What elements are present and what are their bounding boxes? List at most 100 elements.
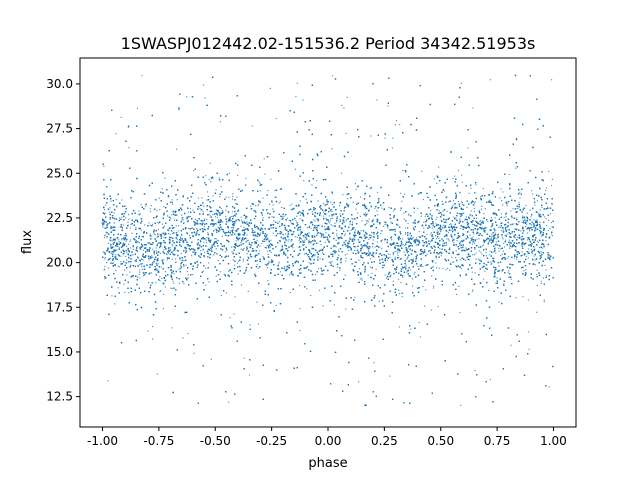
data-point [251, 231, 253, 233]
data-point [322, 252, 324, 254]
data-point [257, 205, 259, 207]
data-point [286, 266, 288, 268]
data-point [399, 250, 401, 252]
data-point [525, 216, 527, 218]
data-point [455, 257, 457, 259]
data-point [363, 234, 365, 236]
data-point [315, 274, 317, 276]
data-point [130, 264, 132, 266]
data-point [387, 105, 389, 107]
data-point [152, 248, 154, 250]
data-point [407, 237, 409, 239]
data-point [331, 215, 333, 217]
data-point [152, 325, 154, 328]
data-point [281, 216, 283, 218]
data-point [186, 271, 188, 273]
data-point [215, 212, 217, 214]
data-point [245, 271, 247, 273]
data-point [540, 215, 543, 217]
data-point [545, 224, 548, 227]
data-point [431, 232, 433, 234]
data-point [471, 243, 473, 245]
data-point [141, 263, 144, 265]
data-point [269, 203, 271, 205]
data-point [423, 227, 425, 229]
data-point [120, 255, 122, 257]
data-point [254, 210, 256, 212]
data-point [170, 249, 172, 251]
data-point [243, 357, 245, 359]
data-point [224, 275, 227, 277]
data-point [536, 200, 538, 202]
data-point [345, 257, 347, 259]
data-point [335, 229, 338, 232]
data-point [474, 201, 476, 203]
data-point [521, 245, 523, 247]
data-point [258, 181, 260, 183]
data-point [310, 294, 312, 297]
data-point [208, 213, 210, 215]
data-point [338, 250, 340, 253]
data-point [206, 191, 209, 193]
data-point [338, 226, 340, 228]
data-point [527, 331, 530, 333]
data-point [300, 226, 302, 228]
data-point [364, 267, 366, 269]
data-point [216, 253, 218, 255]
data-point [349, 221, 351, 223]
data-point [545, 189, 547, 191]
data-point [150, 205, 152, 207]
data-point [140, 248, 142, 250]
data-point [197, 197, 199, 199]
data-point [322, 215, 325, 217]
data-point [311, 222, 313, 224]
data-point [264, 263, 266, 265]
data-point [243, 226, 245, 229]
data-point [269, 87, 271, 89]
data-point [328, 222, 330, 224]
data-point [447, 231, 450, 234]
data-point [270, 239, 272, 241]
data-point [310, 242, 312, 244]
data-point [314, 220, 316, 222]
data-point [121, 199, 123, 201]
data-point [380, 230, 382, 232]
data-point [359, 268, 361, 270]
data-point [278, 202, 280, 204]
data-point [525, 269, 527, 271]
data-point [127, 224, 129, 226]
data-point [366, 220, 368, 222]
data-point [174, 219, 176, 221]
data-point [156, 373, 158, 375]
data-point [279, 271, 282, 273]
data-point [391, 236, 393, 238]
data-point [473, 210, 476, 213]
data-point [216, 231, 218, 233]
data-point [510, 210, 512, 212]
data-point [538, 212, 540, 214]
data-point [456, 293, 458, 295]
data-point [195, 218, 197, 220]
data-point [532, 193, 534, 195]
data-point [407, 248, 409, 250]
data-point [313, 243, 315, 245]
data-point [139, 269, 141, 271]
data-point [551, 79, 553, 81]
data-point [408, 214, 410, 216]
data-point [551, 235, 554, 237]
data-point [502, 250, 504, 252]
data-point [121, 239, 123, 241]
data-point [447, 267, 449, 269]
data-point [222, 210, 224, 212]
data-point [517, 207, 519, 210]
data-point [502, 191, 504, 193]
data-point [225, 215, 227, 218]
data-point [191, 255, 193, 257]
data-point [143, 256, 145, 258]
data-point [155, 263, 158, 265]
data-point [138, 237, 140, 240]
data-point [515, 167, 517, 169]
data-point [403, 193, 406, 195]
data-point [118, 239, 120, 241]
data-point [370, 135, 372, 137]
